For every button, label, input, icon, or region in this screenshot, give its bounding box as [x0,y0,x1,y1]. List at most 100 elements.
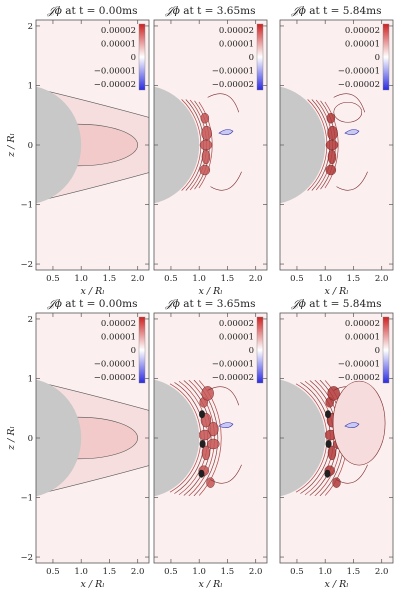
x-tick-label: 1.0 [192,274,206,284]
x-tick-label: 2.0 [131,567,145,577]
title-symbol: 𝒥ϕ [47,298,66,310]
colorbar-label: 0.00002 [101,319,136,329]
colorbar-label: −0.00001 [338,67,380,77]
colorbar-label: −0.00002 [338,80,380,90]
colorbar-label: 0.00002 [219,26,254,36]
field-blob-dark [199,410,206,419]
x-tick-label: 2.0 [375,567,389,577]
x-tick-label: 1.0 [318,567,332,577]
colorbar-label: 0 [131,53,136,63]
x-axis-label: x / Rₗ [80,286,104,297]
panel-title: 𝒥ϕ at t = 0.00ms [47,298,138,310]
contour-loop [210,464,242,484]
field-blob [327,386,340,401]
panel-title: 𝒥ϕ at t = 0.00ms [47,5,138,17]
star-disk [280,379,326,497]
contour-negative [218,129,234,135]
colorbar-label: 0 [249,346,254,356]
field-layer [280,379,386,497]
title-symbol: 𝒥ϕ [291,298,310,310]
contour-loop [333,101,363,123]
x-tick-label: 1.5 [347,567,361,577]
field-blob [325,164,337,176]
field-blob [325,139,339,151]
x-tick-label: 1.0 [74,567,88,577]
x-tick-label: 0.5 [46,274,60,284]
colorbar-label: −0.00001 [94,67,136,77]
x-tick-label: 1.5 [103,567,117,577]
star-disk [36,86,82,204]
colorbar [138,316,146,384]
field-blob-dark [325,439,332,448]
x-tick-label: 0.5 [290,274,304,284]
star-disk [36,379,82,497]
panel-title: 𝒥ϕ at t = 5.84ms [291,298,382,310]
field-blob-dark [325,410,332,419]
colorbar-label: 0.00001 [219,333,254,343]
star-disk [280,86,326,204]
x-tick-label: 1.5 [221,274,235,284]
colorbar-label: −0.00002 [338,373,380,383]
field-layer [154,379,242,497]
x-tick-label: 2.0 [249,567,263,577]
colorbar-label: −0.00001 [212,67,254,77]
contour-arc [183,380,212,496]
field-blob [332,477,341,488]
x-axis-label: x / Rₗ [198,286,222,297]
field-layer [36,379,149,497]
star-disk [154,379,200,497]
title-symbol: 𝒥ϕ [47,5,66,17]
colorbar-label: 0 [131,346,136,356]
contour-loop [332,380,386,466]
contour-loop [333,93,366,113]
x-tick-label: 2.0 [249,274,263,284]
title-time: at t = 3.65ms [183,5,255,17]
field-blob [326,112,336,124]
y-tick-label: 0 [28,141,33,151]
colorbar-label: 0.00001 [345,40,380,50]
field-layer [280,86,368,204]
x-axis-label: x / Rₗ [324,286,348,297]
x-axis-label: x / Rₗ [80,579,104,589]
colorbar-label: 0.00001 [101,40,136,50]
title-time: at t = 5.84ms [309,5,381,17]
panel-5: 0.5 1.0 1.5 2.0 x / Rₗ 𝒥ϕ at t = 3.65ms 0.0000… [153,298,268,589]
colorbar-label: 0.00002 [345,26,380,36]
colorbar-label: 0.00002 [345,319,380,329]
contour-loop [207,93,240,113]
panel-1: 0.5 1.0 1.5 2.0 −2 −1 0 1 2 x / Rₗ z / Rₗ 𝒥ϕ at t =… [6,5,150,297]
contour-loop [207,386,240,406]
x-tick-label: 2.0 [375,274,389,284]
colorbar [256,23,264,91]
colorbar-label: −0.00002 [212,80,254,90]
x-axis-label: x / Rₗ [324,579,348,589]
field-blob [201,149,211,165]
colorbar-label: −0.00001 [94,360,136,370]
x-tick-label: 1.5 [103,274,117,284]
panel-4: 0.5 1.0 1.5 2.0 −2 −1 0 1 2 x / Rₗ z / Rₗ 𝒥ϕ at t =… [6,298,150,589]
field-blob [199,164,211,176]
colorbar-label: 0 [375,346,380,356]
field-blob-dark [198,469,205,478]
colorbar-label: 0 [375,53,380,63]
colorbar-label: 0.00001 [345,333,380,343]
panel-title: 𝒥ϕ at t = 3.65ms [165,5,256,17]
title-symbol: 𝒥ϕ [291,5,310,17]
x-tick-label: 2.0 [131,274,145,284]
y-tick-label: 1 [28,81,33,91]
contour-loop [336,171,368,191]
x-tick-label: 0.5 [290,567,304,577]
y-tick-label: −2 [20,260,33,270]
field-layer [154,86,242,204]
panel-title: 𝒥ϕ at t = 5.84ms [291,5,382,17]
contour-arc [188,379,215,497]
star-disk [154,86,200,204]
contour-negative [344,129,360,135]
title-time: at t = 5.84ms [309,298,381,310]
colorbar [256,316,264,384]
colorbar [382,316,390,384]
field-blob [201,386,214,401]
field-blob [201,125,212,141]
colorbar-label: 0.00002 [219,319,254,329]
y-tick-label: 2 [28,315,33,325]
